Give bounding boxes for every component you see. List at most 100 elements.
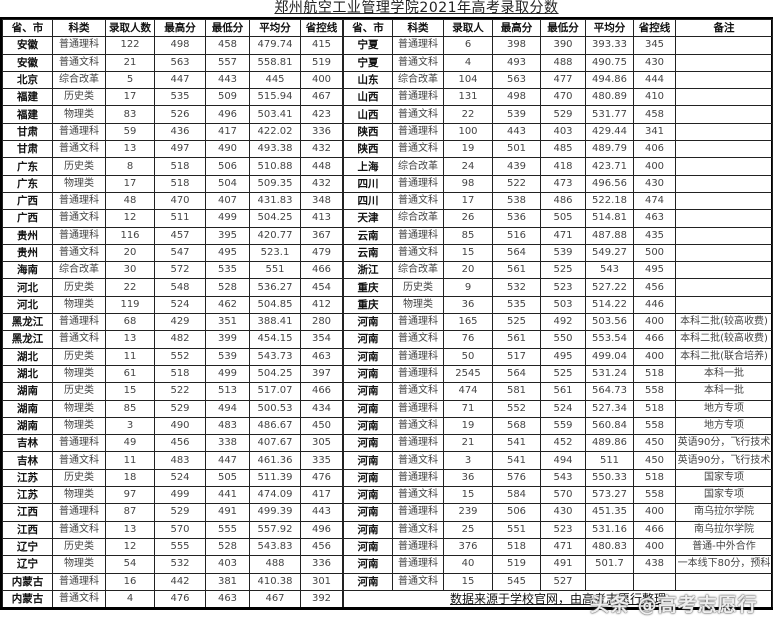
table-row: 广东 物理类 17 518 504 509.35 432 bbox=[2, 174, 343, 193]
cell-note bbox=[675, 105, 773, 124]
cell-avg-score: 420.77 bbox=[249, 226, 301, 245]
cell-admitted: 4 bbox=[443, 53, 493, 72]
table-row: 浙江 综合改革 20 561 525 543 495 bbox=[343, 261, 773, 280]
cell-avg-score: 461.36 bbox=[249, 451, 301, 470]
cell-max-score: 570 bbox=[154, 520, 206, 539]
cell-admitted: 12 bbox=[105, 209, 155, 228]
cell-min-score: 499 bbox=[205, 209, 250, 228]
cell-max-score: 497 bbox=[154, 140, 206, 159]
cell-category: 历史类 bbox=[392, 278, 444, 297]
cell-province: 内蒙古 bbox=[2, 572, 53, 591]
table-row: 黑龙江 普通文科 13 482 399 454.15 354 bbox=[2, 330, 343, 349]
table-row: 贵州 普通文科 20 547 495 523.1 479 bbox=[2, 243, 343, 263]
cell-avg-score: 531.16 bbox=[585, 520, 634, 539]
table-row: 云南 普通文科 15 564 539 549.27 500 bbox=[343, 243, 773, 263]
table-row: 海南 综合改革 30 572 535 551 466 bbox=[2, 261, 343, 280]
cell-admitted: 11 bbox=[105, 347, 155, 366]
title-text: 郑州航空工业管理学院2021年高考录取分数 bbox=[274, 0, 559, 16]
cell-min-score: 390 bbox=[540, 36, 586, 55]
cell-admitted: 13 bbox=[105, 520, 155, 539]
cell-avg-score: 499.04 bbox=[585, 347, 634, 366]
cell-avg-score: 431.83 bbox=[249, 191, 301, 211]
cell-min-score: 492 bbox=[540, 313, 586, 332]
cell-admitted: 9 bbox=[443, 278, 493, 297]
cell-min-score: 528 bbox=[205, 537, 250, 557]
header-avg-score: 平均分 bbox=[249, 18, 301, 38]
cell-max-score: 522 bbox=[154, 382, 206, 401]
cell-province: 山东 bbox=[343, 70, 393, 90]
table-row: 四川 普通理科 98 522 473 496.56 430 bbox=[343, 174, 773, 193]
cell-max-score: 526 bbox=[154, 105, 206, 124]
table-row: 河南 普通理科 2545 564 525 531.24 518 本科一批 bbox=[343, 364, 773, 384]
cell-province: 黑龙江 bbox=[2, 313, 53, 332]
cell-avg-score: 422.02 bbox=[249, 122, 301, 142]
cell-avg-score: 490.75 bbox=[585, 53, 634, 72]
cell-avg-score: 543 bbox=[585, 261, 634, 280]
cell-category: 普通文科 bbox=[52, 209, 106, 228]
cell-min-score: 539 bbox=[540, 243, 586, 263]
cell-min-score: 523 bbox=[540, 520, 586, 539]
table-row: 辽宁 历史类 12 555 528 543.83 456 bbox=[2, 537, 343, 557]
header-category: 科类 bbox=[392, 18, 444, 38]
cell-max-score: 552 bbox=[154, 347, 206, 366]
cell-category: 普通文科 bbox=[52, 589, 106, 611]
cell-province: 河南 bbox=[343, 382, 393, 401]
cell-max-score: 561 bbox=[492, 330, 541, 349]
cell-max-score: 547 bbox=[154, 243, 206, 263]
cell-min-score: 506 bbox=[205, 157, 250, 176]
cell-max-score: 545 bbox=[492, 572, 541, 591]
cell-admitted: 15 bbox=[443, 243, 493, 263]
cell-avg-score: 487.88 bbox=[585, 226, 634, 245]
cell-admitted: 104 bbox=[443, 70, 493, 90]
cell-max-score: 498 bbox=[492, 88, 541, 107]
header-control-line: 省控线 bbox=[300, 18, 343, 38]
cell-province: 北京 bbox=[2, 70, 53, 90]
table-row: 广东 历史类 8 518 506 510.88 448 bbox=[2, 157, 343, 176]
cell-max-score: 506 bbox=[492, 503, 541, 522]
cell-admitted: 20 bbox=[105, 243, 155, 263]
cell-avg-score: 558.81 bbox=[249, 53, 301, 72]
cell-province: 河南 bbox=[343, 555, 393, 574]
cell-min-score: 485 bbox=[540, 140, 586, 159]
cell-province: 海南 bbox=[2, 261, 53, 280]
table-row: 河北 历史类 22 548 528 536.27 454 bbox=[2, 278, 343, 297]
cell-control-line: 392 bbox=[300, 589, 343, 611]
cell-max-score: 447 bbox=[154, 70, 206, 90]
cell-max-score: 552 bbox=[492, 399, 541, 418]
table-row: 宁夏 普通理科 6 398 390 393.33 345 bbox=[343, 36, 773, 55]
cell-province: 山西 bbox=[343, 88, 393, 107]
cell-max-score: 529 bbox=[154, 399, 206, 418]
cell-max-score: 584 bbox=[492, 486, 541, 505]
cell-admitted: 87 bbox=[105, 503, 155, 522]
cell-province: 云南 bbox=[343, 226, 393, 245]
cell-max-score: 439 bbox=[492, 157, 541, 176]
cell-province: 河南 bbox=[343, 503, 393, 522]
cell-admitted: 13 bbox=[105, 140, 155, 159]
cell-min-score: 495 bbox=[540, 347, 586, 366]
cell-min-score: 499 bbox=[205, 364, 250, 384]
cell-avg-score: 509.35 bbox=[249, 174, 301, 193]
table-row: 云南 普通理科 85 516 471 487.88 435 bbox=[343, 226, 773, 245]
cell-admitted: 36 bbox=[443, 295, 493, 315]
cell-province: 广东 bbox=[2, 174, 53, 193]
cell-category: 普通理科 bbox=[392, 347, 444, 366]
cell-max-score: 493 bbox=[492, 53, 541, 72]
cell-avg-score: 543.83 bbox=[249, 537, 301, 557]
cell-province: 陕西 bbox=[343, 140, 393, 159]
cell-avg-score: 480.89 bbox=[585, 88, 634, 107]
cell-admitted: 376 bbox=[443, 537, 493, 557]
table-row: 河南 普通理科 376 518 471 480.83 400 普通-中外合作 bbox=[343, 537, 773, 557]
cell-control-line: 466 bbox=[300, 261, 343, 280]
cell-province: 湖南 bbox=[2, 416, 53, 436]
cell-control-line: 336 bbox=[300, 555, 343, 574]
table-row: 广西 普通理科 48 470 407 431.83 348 bbox=[2, 191, 343, 211]
cell-control-line bbox=[633, 572, 676, 591]
cell-category: 普通理科 bbox=[392, 88, 444, 107]
table-row: 湖北 历史类 11 552 539 543.73 463 bbox=[2, 347, 343, 366]
cell-admitted: 116 bbox=[105, 226, 155, 245]
cell-category: 普通文科 bbox=[392, 572, 444, 591]
cell-note: 南乌拉尔学院 bbox=[675, 520, 773, 539]
cell-max-score: 476 bbox=[154, 589, 206, 611]
cell-max-score: 511 bbox=[154, 209, 206, 228]
cell-min-score: 495 bbox=[205, 243, 250, 263]
